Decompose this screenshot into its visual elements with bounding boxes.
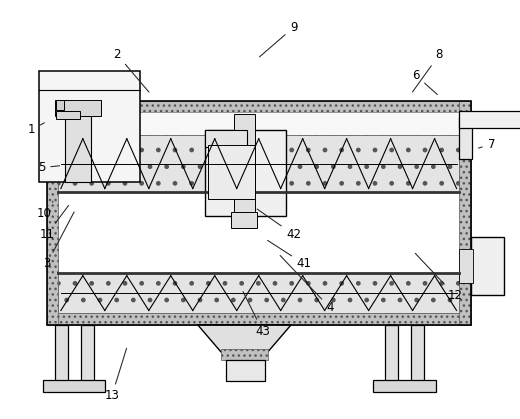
Bar (81, 325, 94, 381)
Bar (55, 100, 101, 116)
Bar (47, 101, 471, 112)
Bar (43, 380, 105, 392)
Text: 10: 10 (37, 201, 53, 220)
Bar (459, 101, 471, 325)
Text: 11: 11 (40, 205, 69, 241)
Bar (471, 237, 504, 295)
Bar (47, 101, 471, 325)
Text: 6: 6 (412, 69, 437, 95)
Bar (373, 380, 436, 392)
Bar (459, 111, 520, 128)
Bar (205, 130, 247, 147)
Bar (221, 349, 268, 360)
Bar (459, 117, 472, 159)
Bar (208, 145, 255, 199)
Bar (47, 101, 58, 325)
Bar (58, 273, 459, 313)
Polygon shape (198, 325, 291, 352)
Bar (39, 71, 140, 182)
Text: 4: 4 (280, 256, 334, 315)
Text: 5: 5 (38, 161, 60, 174)
Bar (47, 313, 471, 325)
Text: 12: 12 (415, 253, 462, 302)
Bar (205, 130, 286, 216)
Text: 13: 13 (105, 348, 126, 403)
Bar (234, 114, 255, 214)
Bar (58, 135, 459, 192)
Text: 8: 8 (412, 48, 443, 92)
Bar (385, 325, 398, 381)
Bar (56, 111, 80, 119)
Bar (55, 325, 68, 381)
Bar (411, 325, 424, 381)
Bar (65, 103, 91, 182)
Bar (56, 100, 64, 110)
Bar (226, 360, 265, 381)
Text: 43: 43 (243, 292, 270, 338)
Text: 1: 1 (28, 123, 44, 137)
Bar (231, 212, 257, 228)
Text: 42: 42 (257, 209, 301, 241)
Text: 41: 41 (267, 241, 311, 271)
Text: 2: 2 (113, 48, 149, 92)
Bar (459, 249, 473, 283)
Text: 9: 9 (259, 21, 297, 57)
Bar (58, 112, 459, 135)
Text: 3: 3 (43, 212, 74, 271)
Text: 7: 7 (478, 138, 495, 151)
